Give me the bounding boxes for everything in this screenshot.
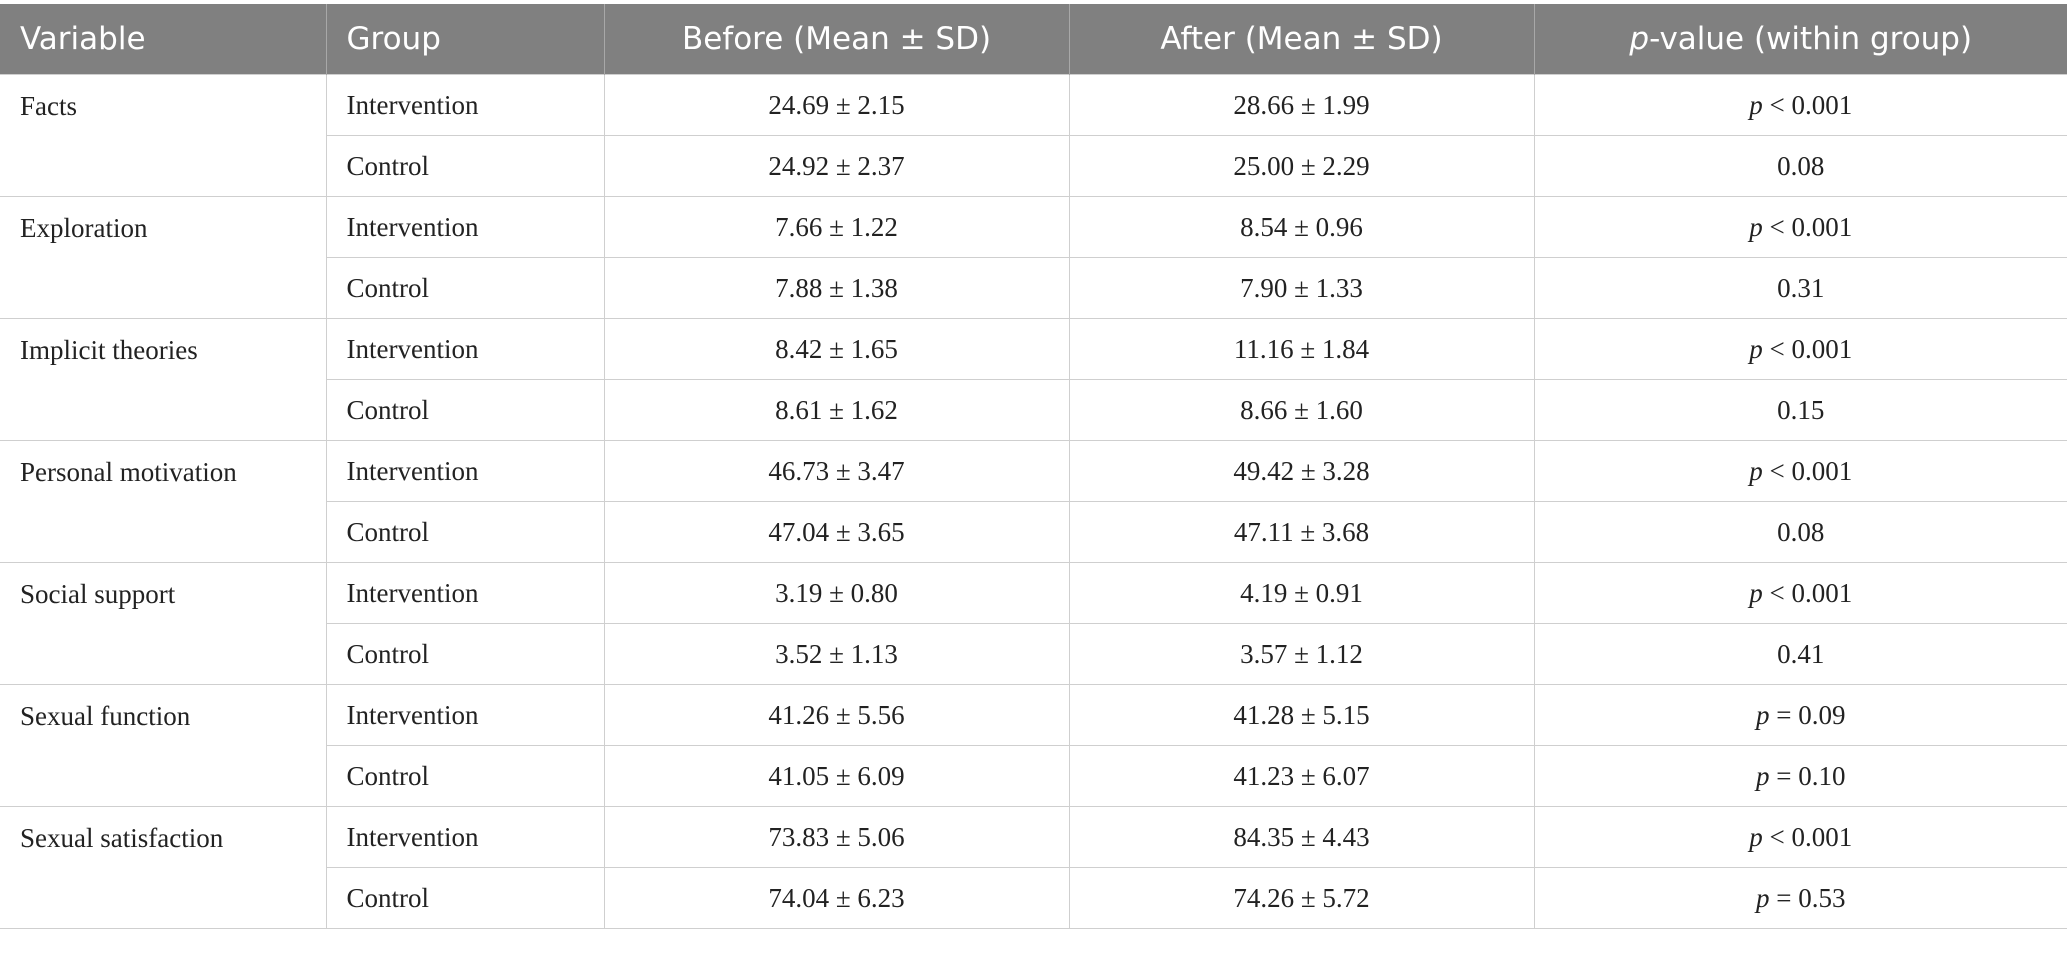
variable-cell: Social support — [0, 562, 327, 685]
after-cell: 25.00 ± 2.29 — [1068, 135, 1535, 197]
p-value-cell: p < 0.001 — [1533, 318, 2067, 380]
p-value-cell: p < 0.001 — [1533, 440, 2067, 502]
group-cell: Intervention — [325, 684, 605, 746]
p-value-cell: 0.15 — [1533, 379, 2067, 441]
table-row: Control 24.92 ± 2.37 25.00 ± 2.29 0.08 — [0, 135, 2067, 197]
group-cell: Intervention — [325, 74, 605, 136]
group-cell: Control — [325, 379, 605, 441]
p-value-cell: p < 0.001 — [1533, 196, 2067, 258]
group-cell: Control — [325, 501, 605, 563]
after-cell: 49.42 ± 3.28 — [1068, 440, 1535, 502]
after-cell: 8.66 ± 1.60 — [1068, 379, 1535, 441]
header-row: Variable Group Before (Mean ± SD) After (Me… — [0, 4, 2067, 75]
p-value-cell: 0.41 — [1533, 623, 2067, 685]
after-cell: 28.66 ± 1.99 — [1068, 74, 1535, 136]
table-row: Facts Intervention 24.69 ± 2.15 28.66 ± 1.9… — [0, 74, 2067, 197]
group-cell: Intervention — [325, 318, 605, 380]
variable-cell: Implicit theories — [0, 318, 327, 441]
column-header: Before (Mean ± SD) — [604, 4, 1070, 75]
table-row: Control 8.61 ± 1.62 8.66 ± 1.60 0.15 — [0, 379, 2067, 441]
before-cell: 8.42 ± 1.65 — [603, 318, 1070, 380]
before-cell: 3.19 ± 0.80 — [603, 562, 1070, 624]
after-cell: 4.19 ± 0.91 — [1068, 562, 1535, 624]
after-cell: 74.26 ± 5.72 — [1068, 867, 1535, 929]
table-row: Control 41.05 ± 6.09 41.23 ± 6.07 p = 0.10 — [0, 745, 2067, 807]
group-cell: Intervention — [325, 562, 605, 624]
p-value-cell: p = 0.53 — [1533, 867, 2067, 929]
before-cell: 74.04 ± 6.23 — [603, 867, 1070, 929]
group-cell: Intervention — [325, 196, 605, 258]
after-cell: 41.28 ± 5.15 — [1068, 684, 1535, 746]
table-row: Personal motivation Intervention 46.73 ± 3… — [0, 440, 2067, 563]
variable-cell: Facts — [0, 74, 327, 197]
p-value-cell: p < 0.001 — [1533, 562, 2067, 624]
group-cell: Control — [325, 135, 605, 197]
variable-cell: Personal motivation — [0, 440, 327, 563]
column-header: Variable — [0, 4, 327, 75]
p-value-cell: 0.08 — [1533, 135, 2067, 197]
group-cell: Control — [325, 867, 605, 929]
after-cell: 41.23 ± 6.07 — [1068, 745, 1535, 807]
table-row: Control 47.04 ± 3.65 47.11 ± 3.68 0.08 — [0, 501, 2067, 563]
after-cell: 8.54 ± 0.96 — [1068, 196, 1535, 258]
column-header: After (Mean ± SD) — [1069, 4, 1535, 75]
table-row: Sexual satisfaction Intervention 73.83 ± 5… — [0, 806, 2067, 929]
results-table: Variable Group Before (Mean ± SD) After (Me… — [0, 4, 2067, 929]
p-value-cell: p < 0.001 — [1533, 806, 2067, 868]
group-cell: Control — [325, 257, 605, 319]
variable-cell: Sexual function — [0, 684, 327, 807]
table-row: Control 3.52 ± 1.13 3.57 ± 1.12 0.41 — [0, 623, 2067, 685]
before-cell: 41.26 ± 5.56 — [603, 684, 1070, 746]
before-cell: 47.04 ± 3.65 — [603, 501, 1070, 563]
group-cell: Intervention — [325, 440, 605, 502]
before-cell: 46.73 ± 3.47 — [603, 440, 1070, 502]
table-body: Facts Intervention 24.69 ± 2.15 28.66 ± 1.9… — [0, 74, 2067, 929]
after-cell: 84.35 ± 4.43 — [1068, 806, 1535, 868]
p-value-cell: 0.31 — [1533, 257, 2067, 319]
column-header: Group — [326, 4, 605, 75]
after-cell: 11.16 ± 1.84 — [1068, 318, 1535, 380]
table-row: Control 74.04 ± 6.23 74.26 ± 5.72 p = 0.53 — [0, 867, 2067, 929]
variable-cell: Sexual satisfaction — [0, 806, 327, 929]
variable-cell: Exploration — [0, 196, 327, 319]
p-value-cell: 0.08 — [1533, 501, 2067, 563]
table-row: Implicit theories Intervention 8.42 ± 1.65… — [0, 318, 2067, 441]
before-cell: 73.83 ± 5.06 — [603, 806, 1070, 868]
after-cell: 3.57 ± 1.12 — [1068, 623, 1535, 685]
table-row: Control 7.88 ± 1.38 7.90 ± 1.33 0.31 — [0, 257, 2067, 319]
p-value-cell: p = 0.10 — [1533, 745, 2067, 807]
after-cell: 7.90 ± 1.33 — [1068, 257, 1535, 319]
before-cell: 7.66 ± 1.22 — [603, 196, 1070, 258]
after-cell: 47.11 ± 3.68 — [1068, 501, 1535, 563]
before-cell: 24.92 ± 2.37 — [603, 135, 1070, 197]
column-header: p-value (within group) — [1534, 4, 2067, 75]
p-value-cell: p < 0.001 — [1533, 74, 2067, 136]
before-cell: 24.69 ± 2.15 — [603, 74, 1070, 136]
group-cell: Intervention — [325, 806, 605, 868]
p-value-cell: p = 0.09 — [1533, 684, 2067, 746]
before-cell: 3.52 ± 1.13 — [603, 623, 1070, 685]
before-cell: 7.88 ± 1.38 — [603, 257, 1070, 319]
page: Variable Group Before (Mean ± SD) After (Me… — [0, 4, 2067, 954]
before-cell: 41.05 ± 6.09 — [603, 745, 1070, 807]
before-cell: 8.61 ± 1.62 — [603, 379, 1070, 441]
table-row: Exploration Intervention 7.66 ± 1.22 8.54 ±… — [0, 196, 2067, 319]
group-cell: Control — [325, 745, 605, 807]
table-row: Social support Intervention 3.19 ± 0.80 4.1… — [0, 562, 2067, 685]
table-row: Sexual function Intervention 41.26 ± 5.56 4… — [0, 684, 2067, 807]
group-cell: Control — [325, 623, 605, 685]
